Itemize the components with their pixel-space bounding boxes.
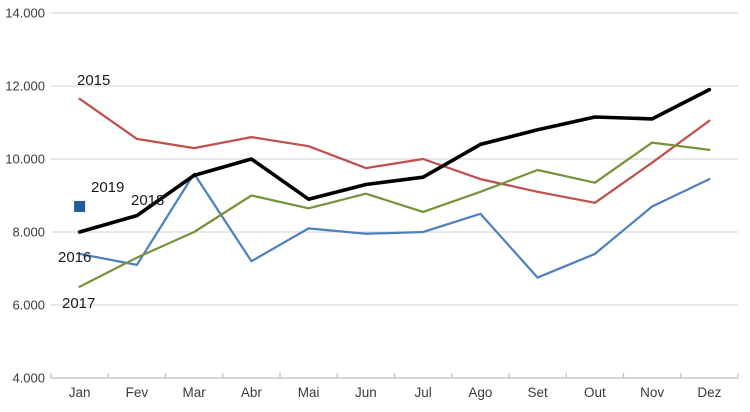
series-label-2015: 2015 [77, 72, 110, 89]
x-axis-tick-label: Abr [241, 385, 263, 400]
y-axis-tick-label: 12.000 [5, 79, 45, 94]
gridlines [51, 12, 738, 306]
x-axis [50, 373, 739, 379]
series-line-2016 [78, 172, 711, 279]
x-axis-tick-label: Mar [183, 385, 207, 400]
y-axis-labels: 4.000 6.000 8.000 10.000 12.000 14.000 [5, 6, 45, 386]
series-marker-2019 [74, 200, 86, 212]
series-line-2015 [78, 97, 711, 204]
series-line-2017 [78, 141, 711, 288]
x-axis-tick-label: Dez [697, 385, 721, 400]
series-label-2019: 2019 [91, 179, 124, 196]
y-axis-tick-label: 4.000 [12, 371, 45, 386]
series-line-2018 [77, 87, 712, 234]
x-axis-tick-label: Jan [69, 385, 91, 400]
x-axis-tick-label: Out [584, 385, 606, 400]
x-axis-tick-label: Fev [126, 385, 149, 400]
x-axis-tick-label: Mai [298, 385, 320, 400]
series-labels: 2015 2016 2017 2018 2019 [58, 72, 164, 312]
y-axis-tick-label: 14.000 [5, 6, 45, 21]
y-axis-tick-label: 8.000 [12, 225, 45, 240]
y-axis-tick-label: 6.000 [12, 298, 45, 313]
x-axis-tick-label: Nov [640, 385, 664, 400]
x-axis-tick-label: Ago [468, 385, 492, 400]
series-label-2016: 2016 [58, 249, 91, 266]
series-label-2017: 2017 [62, 295, 95, 312]
series-group [74, 87, 712, 288]
x-axis-labels: Jan Fev Mar Abr Mai Jun Jul Ago Set Out Nov Dez [69, 385, 722, 400]
x-axis-tick-label: Set [527, 385, 548, 400]
series-label-2018: 2018 [131, 192, 164, 209]
y-axis-tick-label: 10.000 [5, 152, 45, 167]
x-axis-tick-label: Jul [414, 385, 431, 400]
x-axis-tick-label: Jun [355, 385, 377, 400]
